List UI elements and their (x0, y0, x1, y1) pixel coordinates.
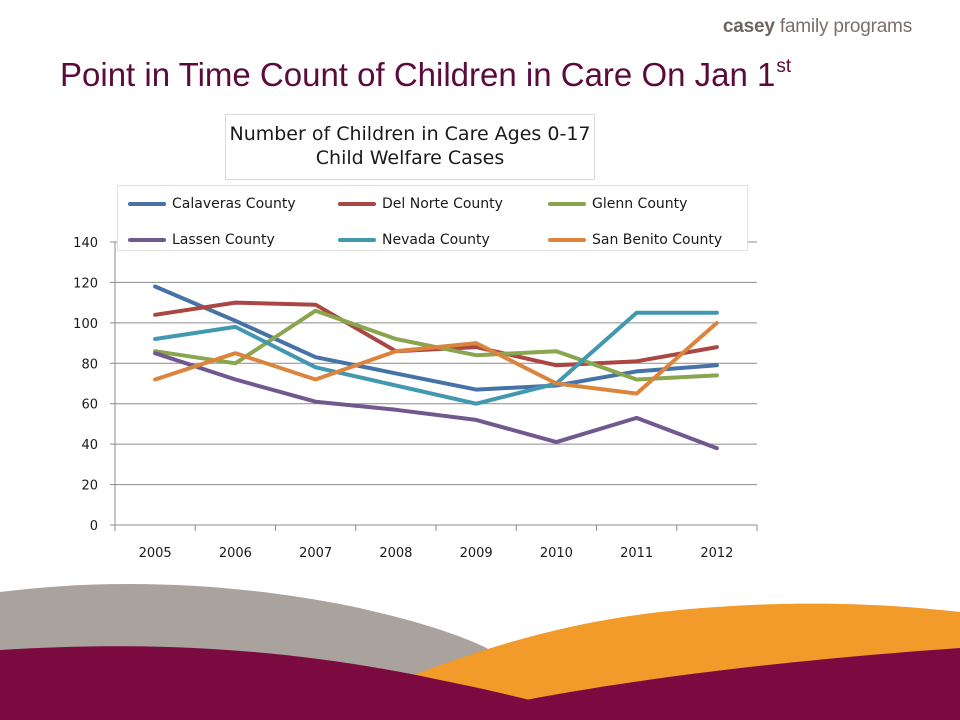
legend-swatch (128, 202, 166, 206)
x-tick-label: 2005 (139, 546, 172, 561)
brand-rest-text: family programs (774, 16, 912, 37)
legend-item: Glenn County (548, 194, 687, 214)
y-tick-label: 120 (73, 276, 98, 291)
casey-family-programs-logo: casey family programs (723, 16, 912, 38)
legend-swatch (128, 238, 166, 242)
y-tick-label: 140 (73, 236, 98, 251)
chart-legend: Calaveras County Del Norte County Glenn Co… (117, 185, 748, 251)
axes: 0 20 40 60 80 100 120 140 2005 2006 2007 2008 2009 20… (73, 236, 758, 561)
y-tick-label: 0 (90, 519, 98, 534)
series-line-san-benito-county (153, 320, 719, 396)
legend-item: Lassen County (128, 230, 275, 250)
x-tick-label: 2012 (700, 546, 733, 561)
slide-title: Point in Time Count of Children in Care … (60, 56, 791, 94)
legend-swatch (338, 202, 376, 206)
slide-title-superscript: st (776, 56, 792, 77)
legend-item: Nevada County (338, 230, 490, 250)
legend-label: Glenn County (592, 196, 688, 212)
slide-title-text: Point in Time Count of Children in Care … (60, 56, 776, 93)
chart-title-line1: Number of Children in Care Ages 0-17 (229, 123, 591, 145)
x-tick-label: 2009 (460, 546, 493, 561)
footer-maroon-wave-right (430, 648, 960, 720)
brand-bold-text: casey (722, 16, 775, 37)
x-tick-label: 2011 (620, 546, 653, 561)
y-tick-label: 40 (81, 438, 98, 453)
chart-title-box: Number of Children in Care Ages 0-17 Chi… (225, 114, 595, 180)
y-tick-label: 60 (81, 398, 98, 413)
legend-swatch (548, 238, 586, 242)
series-line-lassen-county (153, 351, 719, 451)
x-tick-label: 2010 (540, 546, 573, 561)
series-line-nevada-county (153, 310, 719, 406)
gridlines (115, 241, 757, 486)
legend-item: Del Norte County (338, 194, 503, 214)
y-tick-label: 80 (81, 357, 98, 372)
footer-swoosh (0, 583, 960, 720)
legend-label: Del Norte County (382, 196, 503, 212)
legend-item: San Benito County (548, 230, 722, 250)
x-tick-label: 2007 (299, 546, 332, 561)
x-tick-label: 2008 (379, 546, 412, 561)
legend-label: Nevada County (382, 232, 490, 248)
legend-item: Calaveras County (128, 194, 296, 214)
x-tick-label: 2006 (219, 546, 252, 561)
legend-label: Lassen County (172, 232, 275, 248)
series-lines (153, 284, 719, 451)
legend-swatch (338, 238, 376, 242)
legend-label: Calaveras County (172, 196, 296, 212)
footer-maroon-wave-left (0, 646, 600, 720)
legend-swatch (548, 202, 586, 206)
legend-label: San Benito County (592, 232, 723, 248)
chart-title-line2: Child Welfare Cases (315, 147, 505, 169)
y-tick-label: 20 (81, 479, 98, 494)
y-tick-label: 100 (73, 317, 98, 332)
